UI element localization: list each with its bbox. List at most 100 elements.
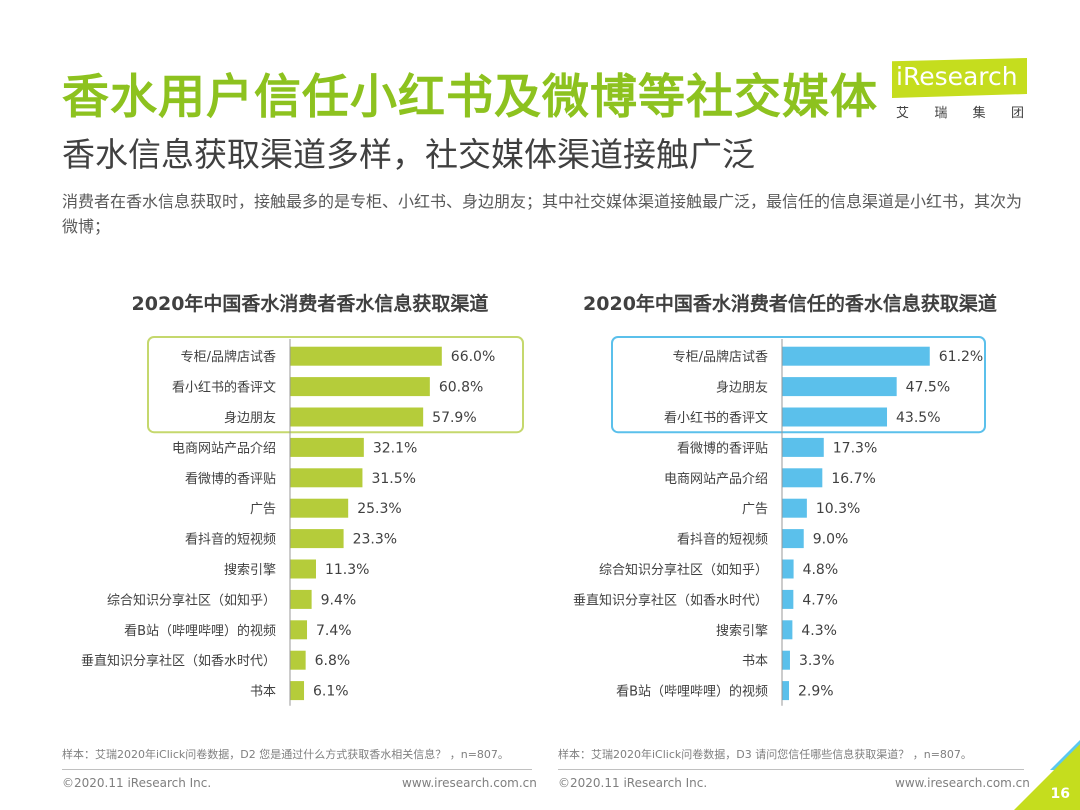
page-title: 香水用户信任小红书及微博等社交媒体 xyxy=(62,70,878,125)
value-label: 17.3% xyxy=(833,440,877,456)
value-label: 60.8% xyxy=(439,380,483,396)
corner-decoration: 16 xyxy=(1010,740,1080,810)
footer-rule-right xyxy=(558,769,1024,770)
category-label: 搜索引擎 xyxy=(716,624,768,639)
bar xyxy=(290,377,430,397)
bar xyxy=(782,468,823,488)
bar xyxy=(782,559,794,579)
category-label: 综合知识分享社区（如知乎） xyxy=(107,592,276,608)
bar xyxy=(290,650,306,670)
value-label: 43.5% xyxy=(896,410,940,426)
value-label: 47.5% xyxy=(906,380,950,396)
logo-cn-char: 瑞 xyxy=(934,106,948,121)
bar xyxy=(290,559,316,579)
bar xyxy=(782,529,804,549)
value-label: 31.5% xyxy=(371,471,415,487)
category-label: 广告 xyxy=(742,502,768,517)
value-label: 6.1% xyxy=(313,684,349,700)
category-label: 看小红书的香评文 xyxy=(664,410,768,426)
value-label: 2.9% xyxy=(798,684,834,700)
category-label: 看小红书的香评文 xyxy=(172,380,276,396)
intro-text: 消费者在香水信息获取时，接触最多的是专柜、小红书、身边朋友；其中社交媒体渠道接触… xyxy=(62,192,1023,236)
chart-right-note: 样本：艾瑞2020年iClick问卷数据，D3 请问您信任哪些信息获取渠道？ ，… xyxy=(558,748,972,761)
bar xyxy=(290,529,344,549)
chart-left-note: 样本：艾瑞2020年iClick问卷数据，D2 您是通过什么方式获取香水相关信息… xyxy=(62,748,509,761)
bar xyxy=(782,377,897,397)
value-label: 25.3% xyxy=(357,501,401,517)
logo-brand: iResearch xyxy=(896,62,1018,91)
bar xyxy=(290,498,349,518)
value-label: 57.9% xyxy=(432,410,476,426)
chart-left-title: 2020年中国香水消费者香水信息获取渠道 xyxy=(131,293,489,315)
bar xyxy=(782,407,888,427)
value-label: 4.7% xyxy=(802,592,838,608)
category-label: 看B站（哔哩哔哩）的视频 xyxy=(616,684,768,700)
bar xyxy=(290,620,308,640)
highlight-box xyxy=(147,336,524,434)
bar xyxy=(782,620,793,640)
bar xyxy=(290,407,424,427)
footer-copyright-right: ©2020.11 iResearch Inc. xyxy=(558,776,708,790)
footer-url-left[interactable]: www.iresearch.com.cn xyxy=(402,776,537,790)
category-label: 看抖音的短视频 xyxy=(677,532,768,548)
logo-band xyxy=(892,58,1027,98)
footer-url-right[interactable]: www.iresearch.com.cn xyxy=(895,776,1030,790)
highlight-box xyxy=(611,336,986,434)
category-label: 看微博的香评贴 xyxy=(677,440,768,456)
chart-left: 专柜/品牌店试香 66.0% 看小红书的香评文 60.8% 身边朋友 57.9% 电商网站产… xyxy=(81,336,524,706)
value-label: 9.0% xyxy=(813,532,849,548)
value-label: 3.3% xyxy=(799,653,835,669)
category-label: 电商网站产品介绍 xyxy=(172,441,276,456)
value-label: 10.3% xyxy=(816,501,860,517)
page-subtitle: 香水信息获取渠道多样，社交媒体渠道接触广泛 xyxy=(62,135,755,174)
chart-right: 专柜/品牌店试香 61.2% 身边朋友 47.5% 看小红书的香评文 43.5% 看微博的香… xyxy=(573,336,986,706)
bar xyxy=(290,346,442,366)
category-label: 专柜/品牌店试香 xyxy=(181,349,276,365)
value-label: 4.3% xyxy=(801,623,837,639)
value-label: 9.4% xyxy=(321,592,357,608)
category-label: 看抖音的短视频 xyxy=(185,532,276,548)
value-label: 23.3% xyxy=(353,532,397,548)
chart-right-title: 2020年中国香水消费者信任的香水信息获取渠道 xyxy=(583,293,997,315)
bar xyxy=(782,498,807,518)
logo-cn: 艾 瑞 集 团 xyxy=(896,102,1024,121)
category-label: 搜索引擎 xyxy=(224,563,276,578)
value-label: 6.8% xyxy=(315,653,351,669)
bar xyxy=(290,589,312,609)
value-label: 32.1% xyxy=(373,440,417,456)
corner-accent-green xyxy=(1014,744,1080,810)
footer-rule-left xyxy=(62,769,532,770)
category-label: 专柜/品牌店试香 xyxy=(673,349,768,365)
category-label: 垂直知识分享社区（如香水时代） xyxy=(573,592,768,608)
category-label: 书本 xyxy=(250,685,276,700)
bar xyxy=(290,437,364,457)
category-label: 看微博的香评贴 xyxy=(185,471,276,487)
bar xyxy=(782,589,794,609)
category-label: 广告 xyxy=(250,502,276,517)
value-label: 61.2% xyxy=(939,349,983,365)
category-label: 垂直知识分享社区（如香水时代） xyxy=(81,653,276,669)
bar xyxy=(782,346,930,366)
value-label: 7.4% xyxy=(316,623,352,639)
category-label: 电商网站产品介绍 xyxy=(664,472,768,487)
bar xyxy=(782,650,790,670)
category-label: 身边朋友 xyxy=(224,410,276,426)
value-label: 11.3% xyxy=(325,562,369,578)
category-label: 书本 xyxy=(742,654,768,669)
bar xyxy=(782,681,790,701)
bar xyxy=(782,437,824,457)
bar xyxy=(290,681,305,701)
value-label: 16.7% xyxy=(831,471,875,487)
category-label: 综合知识分享社区（如知乎） xyxy=(599,562,768,578)
category-label: 身边朋友 xyxy=(716,380,768,396)
logo-cn-char: 艾 xyxy=(896,106,910,121)
bar xyxy=(290,468,363,488)
value-label: 66.0% xyxy=(451,349,495,365)
category-label: 看B站（哔哩哔哩）的视频 xyxy=(124,623,276,639)
page-number: 16 xyxy=(1050,786,1070,802)
footer-copyright-left: ©2020.11 iResearch Inc. xyxy=(62,776,212,790)
logo-cn-char: 团 xyxy=(1010,106,1024,121)
iresearch-logo: iResearch 艾 瑞 集 团 xyxy=(892,58,1027,122)
value-label: 4.8% xyxy=(803,562,839,578)
logo-cn-char: 集 xyxy=(972,106,986,121)
